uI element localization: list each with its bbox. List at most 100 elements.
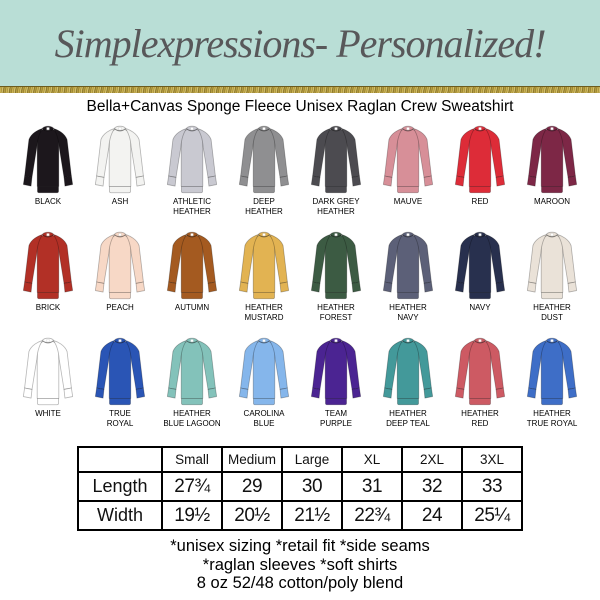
neck-tag [262,233,266,237]
note-line: *raglan sleeves *soft shirts [202,555,398,574]
color-label: ATHLETIC HEATHER [172,197,212,216]
color-label: AUTUMN [174,303,210,312]
color-label: HEATHER DUST [533,303,571,322]
sweatshirt-graphic [22,125,74,194]
sweatshirt-graphic [526,337,578,406]
color-swatch-peach: PEACH [85,228,155,331]
sweatshirt-graphic [310,337,362,406]
measurement-value: 25¼ [461,500,523,531]
sweatshirt-graphic [238,125,290,194]
color-label: MAROON [534,197,570,206]
color-swatch-team-purple: TEAM PURPLE [301,334,371,437]
sweatshirt-graphic [310,231,362,300]
sweatshirt-graphic [238,337,290,406]
neck-tag [550,233,554,237]
color-swatch-carolina-blue: CAROLINA BLUE [229,334,299,437]
neck-tag [118,233,122,237]
color-label: HEATHER MUSTARD [244,303,284,322]
color-swatch-true-royal: TRUE ROYAL [85,334,155,437]
size-chart-row: Width 19½ 20½ 21½ 22¾ 24 25¼ [77,500,523,531]
color-swatch-heather-true-royal: HEATHER TRUE ROYAL [517,334,587,437]
color-label: DEEP HEATHER [245,197,283,216]
neck-tag [478,233,482,237]
sweatshirt-graphic [22,337,74,406]
color-swatch-black: BLACK [13,122,83,225]
color-swatch-athletic-heather: ATHLETIC HEATHER [157,122,227,225]
color-swatch-autumn: AUTUMN [157,228,227,331]
neck-tag [190,127,194,131]
color-swatch-heather-navy: HEATHER NAVY [373,228,443,331]
color-swatch-heather-mustard: HEATHER MUSTARD [229,228,299,331]
color-swatch-heather-dust: HEATHER DUST [517,228,587,331]
color-label: NAVY [469,303,491,312]
measurement-value: 30 [281,471,343,502]
color-label: PEACH [106,303,134,312]
color-swatch-maroon: MAROON [517,122,587,225]
sweatshirt-graphic [94,125,146,194]
neck-tag [118,339,122,343]
size-column-header: XL [341,446,403,473]
neck-tag [334,233,338,237]
color-swatch-heather-blue-lagoon: HEATHER BLUE LAGOON [157,334,227,437]
sweatshirt-graphic [382,337,434,406]
size-chart-header-row: Small Medium Large XL 2XL 3XL [77,446,523,473]
measurement-value: 29 [221,471,283,502]
neck-tag [478,339,482,343]
brand-script-text: Simplexpressions- Personalized! [54,20,547,66]
color-swatch-brick: BRICK [13,228,83,331]
sweatshirt-graphic [454,231,506,300]
measurement-value: 27¾ [161,471,223,502]
color-swatch-heather-forest: HEATHER FOREST [301,228,371,331]
neck-tag [190,233,194,237]
measurement-value: 20½ [221,500,283,531]
color-label: CAROLINA BLUE [243,409,285,428]
product-title: Bella+Canvas Sponge Fleece Unisex Raglan… [86,98,514,115]
color-label: BRICK [35,303,61,312]
color-label: MAUVE [393,197,423,206]
size-chart-corner-cell [77,446,163,473]
neck-tag [118,127,122,131]
sweatshirt-graphic [310,125,362,194]
color-label: BLACK [34,197,62,206]
neck-tag [334,127,338,131]
color-label: HEATHER FOREST [317,303,355,322]
color-swatch-dark-grey-heather: DARK GREY HEATHER [301,122,371,225]
neck-tag [262,339,266,343]
size-chart-table: Small Medium Large XL 2XL 3XL Length 27¾ 29 30 31… [77,446,523,531]
color-swatch-heather-deep-teal: HEATHER DEEP TEAL [373,334,443,437]
neck-tag [406,233,410,237]
sweatshirt-graphic [526,125,578,194]
color-label: WHITE [35,409,61,418]
neck-tag [550,339,554,343]
sweatshirt-graphic [166,337,218,406]
size-chart-body: Length 27¾ 29 30 31 32 33 Width 19½ 20½ 21½ 22¾ 24 25… [77,471,523,531]
color-label: RED [471,197,489,206]
neck-tag [550,127,554,131]
note-line: *unisex sizing *retail fit *side seams [170,537,430,555]
color-label: HEATHER NAVY [389,303,427,322]
size-column-header: 2XL [401,446,463,473]
note-line: 8 oz 52/48 cotton/poly blend [196,574,404,593]
size-column-header: Medium [221,446,283,473]
gold-glitter-divider [0,86,600,93]
sweatshirt-graphic [94,231,146,300]
size-column-header: Small [161,446,223,473]
measurement-row-label: Width [77,500,163,531]
sweatshirt-graphic [166,125,218,194]
color-label: HEATHER BLUE LAGOON [163,409,221,428]
measurement-value: 33 [461,471,523,502]
product-notes: *unisex sizing *retail fit *side seams *r… [0,537,600,593]
sweatshirt-graphic [382,125,434,194]
measurement-value: 22¾ [341,500,403,531]
color-swatch-navy: NAVY [445,228,515,331]
neck-tag [190,339,194,343]
brand-banner: Simplexpressions- Personalized! [0,0,600,86]
sweatshirt-graphic [382,231,434,300]
sweatshirt-graphic [454,125,506,194]
sweatshirt-graphic [22,231,74,300]
size-chart-row: Length 27¾ 29 30 31 32 33 [77,471,523,502]
color-swatch-deep-heather: DEEP HEATHER [229,122,299,225]
measurement-value: 31 [341,471,403,502]
measurement-value: 19½ [161,500,223,531]
